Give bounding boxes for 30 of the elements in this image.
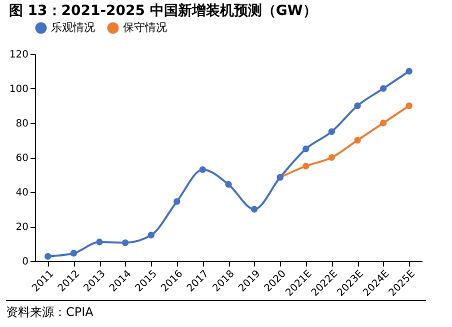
point: [380, 85, 387, 92]
point: [96, 238, 103, 246]
point: [406, 68, 412, 75]
y-tick-label: 80: [16, 118, 28, 130]
point: [199, 166, 206, 173]
point: [406, 102, 412, 110]
point: [44, 252, 52, 260]
y-tick-label: 40: [16, 188, 28, 198]
point: [122, 239, 129, 246]
point: [328, 154, 336, 161]
y-tick-label: 0: [22, 256, 28, 268]
y-tick-label: 60: [16, 153, 28, 164]
y-tick-label: 100: [9, 84, 28, 95]
point: [225, 181, 232, 188]
point: [302, 146, 310, 152]
point: [174, 198, 180, 205]
point: [250, 206, 258, 213]
legend-label: 乐观情况: [51, 21, 95, 34]
y-tick-label: 120: [9, 50, 28, 60]
point: [302, 162, 310, 170]
text: 资料来源：CPIA: [6, 300, 426, 321]
point: [148, 232, 154, 238]
point: [380, 120, 387, 126]
legend-label: 保守情况: [123, 21, 167, 34]
chart-title: 图 13：2021-2025 中国新增装机预测（GW）: [8, 2, 317, 19]
y-tick-label: 20: [16, 222, 28, 233]
point: [328, 128, 336, 135]
point: [354, 102, 361, 110]
point: [354, 136, 361, 144]
point: [70, 250, 78, 257]
